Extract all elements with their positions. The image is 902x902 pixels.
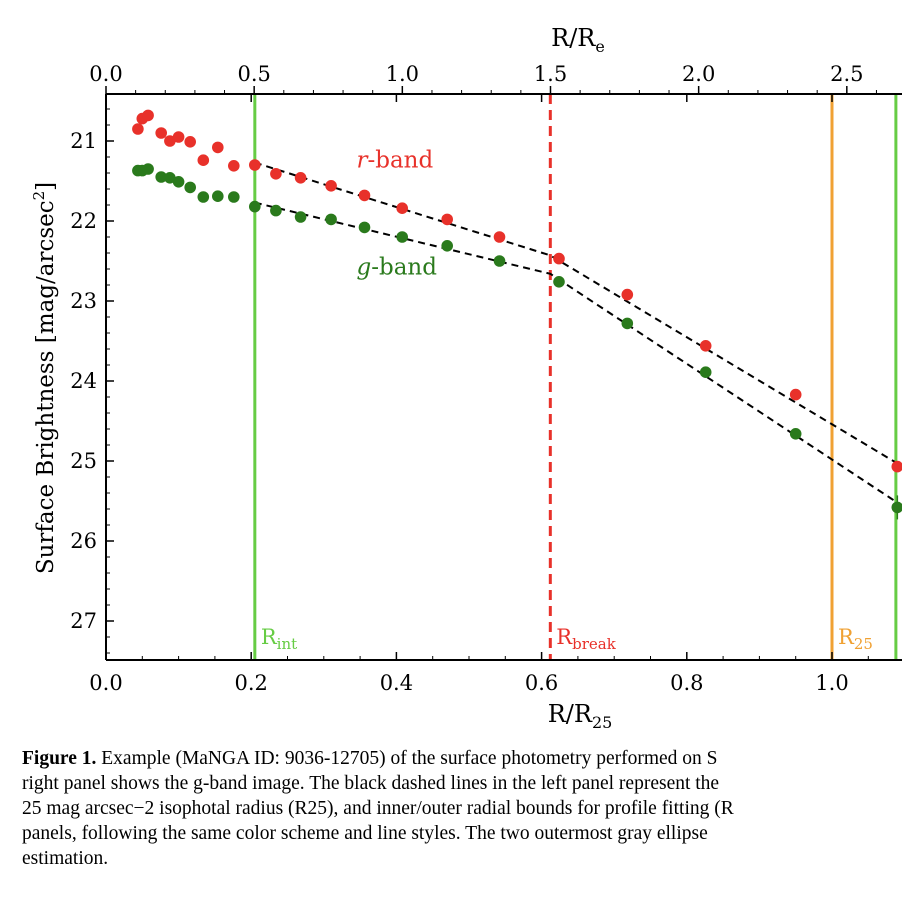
fit-line-r-band <box>254 161 898 465</box>
point-r-band-3 <box>155 127 167 139</box>
ytick-label-6: 27 <box>70 609 97 633</box>
point-r-band-12 <box>294 172 307 184</box>
xtick-label-2: 0.4 <box>380 671 413 695</box>
point-g-band-12 <box>294 211 307 223</box>
point-g-band-5 <box>172 176 185 188</box>
figure-caption: Figure 1. Example (MaNGA ID: 9036-12705)… <box>22 746 902 871</box>
xtick-label-5: 1.0 <box>815 671 848 695</box>
vline-label-int: Rint <box>261 625 297 653</box>
point-g-band-20 <box>699 366 712 379</box>
fit-lines <box>254 161 898 504</box>
point-r-band-10 <box>249 159 261 171</box>
point-r-band-4 <box>164 135 176 147</box>
point-r-band-8 <box>212 141 224 154</box>
ytick-label-1: 22 <box>70 209 97 233</box>
point-r-band-5 <box>172 131 185 143</box>
point-r-band-13 <box>325 180 337 192</box>
x2tick-label-4: 2.0 <box>682 62 715 86</box>
point-r-band-2 <box>142 109 154 122</box>
xtick-label-3: 0.6 <box>525 671 558 695</box>
point-g-band-6 <box>184 181 196 194</box>
caption-text-1: Example (MaNGA ID: 9036-12705) of the su… <box>96 748 718 769</box>
data-points <box>132 109 902 520</box>
x2tick-label-3: 1.5 <box>534 62 567 86</box>
caption-line-4: panels, following the same color scheme … <box>22 823 708 844</box>
ytick-label-2: 23 <box>70 289 97 313</box>
point-r-band-6 <box>184 136 196 148</box>
point-g-band-3 <box>155 171 167 183</box>
point-r-band-11 <box>270 168 282 180</box>
vline-label-break: Rbreak <box>556 625 616 653</box>
ytick-label-4: 25 <box>70 449 97 473</box>
chart-labels: Rint Rbreak R25 0.0 0.2 0.4 0.6 0.8 1.0 0.0 0.5 1.0… <box>30 24 873 732</box>
point-g-band-15 <box>396 231 409 243</box>
vline-label-25: R25 <box>838 625 873 653</box>
x2tick-label-1: 0.5 <box>237 62 270 86</box>
point-r-band-21 <box>789 388 802 401</box>
xtick-label-1: 0.2 <box>234 671 267 695</box>
x2-axis-label: R/Re <box>551 24 605 56</box>
point-g-band-19 <box>621 317 634 330</box>
point-r-band-7 <box>197 154 210 166</box>
point-r-band-19 <box>621 288 634 301</box>
fit-line-g-band <box>254 201 898 504</box>
x2tick-label-5: 2.5 <box>830 62 863 86</box>
point-g-band-16 <box>441 240 454 252</box>
point-g-band-2 <box>142 163 154 175</box>
reference-lines <box>253 94 898 660</box>
point-g-band-9 <box>228 191 240 203</box>
xtick-label-0: 0.0 <box>89 671 122 695</box>
caption-line-1: Figure 1. Example (MaNGA ID: 9036-12705)… <box>22 746 902 771</box>
point-r-band-20 <box>699 340 712 352</box>
point-g-band-18 <box>553 276 565 288</box>
x2tick-label-0: 0.0 <box>89 62 122 86</box>
caption-line-3: 25 mag arcsec−2 isophotal radius (R25), … <box>22 798 734 819</box>
point-g-band-11 <box>270 204 282 217</box>
axes <box>105 86 902 661</box>
caption-figure-label: Figure 1. <box>22 748 97 769</box>
point-r-band-18 <box>553 252 565 265</box>
x2tick-label-2: 1.0 <box>386 62 419 86</box>
point-r-band-15 <box>396 202 409 214</box>
point-g-band-7 <box>197 191 210 203</box>
point-g-band-14 <box>358 221 371 234</box>
surface-brightness-chart: Rint Rbreak R25 0.0 0.2 0.4 0.6 0.8 1.0 0.0 0.5 1.0… <box>30 24 902 732</box>
point-g-band-4 <box>164 172 176 184</box>
point-g-band-21 <box>789 428 802 440</box>
r-band-annotation: r-band <box>356 147 433 173</box>
point-r-band-22 <box>891 460 902 473</box>
point-r-band-17 <box>493 231 506 243</box>
point-r-band-9 <box>228 160 240 172</box>
point-r-band-14 <box>358 189 371 202</box>
caption-line-5: estimation. <box>22 848 109 869</box>
caption-line-2: right panel shows the g-band image. The … <box>22 773 720 794</box>
point-r-band-0 <box>132 123 144 135</box>
ytick-label-5: 26 <box>70 529 97 553</box>
ytick-label-3: 24 <box>70 369 97 393</box>
y-axis-label: Surface Brightness [mag/arcsec2] <box>30 182 59 574</box>
point-g-band-8 <box>212 190 224 202</box>
point-g-band-13 <box>325 213 337 226</box>
ytick-label-0: 21 <box>70 129 97 153</box>
point-g-band-17 <box>493 255 506 267</box>
point-g-band-10 <box>249 200 261 213</box>
xtick-label-4: 0.8 <box>670 671 703 695</box>
point-r-band-16 <box>441 213 454 226</box>
g-band-annotation: g-band <box>356 255 437 281</box>
x-axis-label: R/R25 <box>548 700 613 732</box>
